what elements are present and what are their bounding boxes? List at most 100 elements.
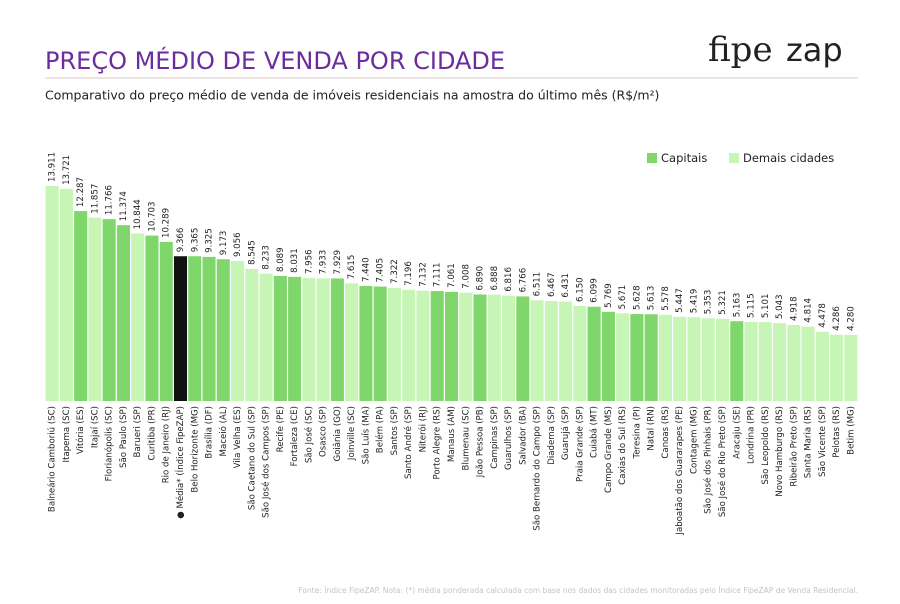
x-tick-label: Vila Velha (ES) xyxy=(233,406,243,468)
x-tick-label: São Bernardo do Campo (SP) xyxy=(533,406,543,531)
value-label: 11.857 xyxy=(90,184,100,214)
value-label: 9.056 xyxy=(233,232,243,257)
bar xyxy=(601,311,615,401)
x-tick-label: Itajaí (SC) xyxy=(90,406,100,448)
bar xyxy=(188,256,202,401)
x-tick-label: Rio de Janeiro (RJ) xyxy=(162,406,172,483)
bar xyxy=(630,314,644,401)
value-label: 9.365 xyxy=(190,228,200,253)
value-label: 5.769 xyxy=(604,283,614,308)
x-tick-label: Caxias do Sul (RS) xyxy=(618,406,628,485)
value-label: 6.511 xyxy=(533,272,543,297)
x-tick-label: Santos (SP) xyxy=(390,406,400,455)
value-label: 10.289 xyxy=(162,208,172,238)
bar xyxy=(402,289,416,401)
x-tick-label: Santa Maria (RS) xyxy=(804,406,814,478)
x-tick-label: Manaus (AM) xyxy=(447,406,457,462)
bar xyxy=(444,291,459,401)
bar xyxy=(459,292,473,401)
x-tick-label: São José (SC) xyxy=(303,406,314,463)
x-tick-label: Blumenau (SC) xyxy=(461,406,471,470)
x-tick-label: Vitória (ES) xyxy=(75,406,86,454)
value-label: 8.031 xyxy=(290,248,300,273)
bar xyxy=(330,278,344,401)
x-tick-label: ● Média* (Índice FipeZAP) xyxy=(174,406,186,519)
x-tick-label: Curitiba (PR) xyxy=(147,406,157,460)
bar xyxy=(131,233,145,401)
bar xyxy=(430,291,444,401)
bar xyxy=(159,241,173,401)
footnote: Fonte: Índice FipeZAP. Nota: (*) média p… xyxy=(298,586,858,595)
chart-subtitle: Comparativo do preço médio de venda de i… xyxy=(45,88,659,103)
bar xyxy=(345,283,359,401)
x-tick-label: Recife (PE) xyxy=(276,406,286,452)
bar xyxy=(559,301,573,401)
value-label: 10.844 xyxy=(133,199,143,229)
bar xyxy=(173,256,188,401)
value-label: 4.478 xyxy=(818,303,828,328)
value-label: 5.419 xyxy=(689,289,699,314)
value-label: 5.671 xyxy=(618,285,628,310)
x-tick-label: Jaboatão dos Guararapes (PE) xyxy=(675,406,685,536)
value-label: 5.447 xyxy=(675,288,685,313)
bar xyxy=(502,295,516,401)
value-label: 5.613 xyxy=(647,286,657,311)
x-tick-label: Cuiabá (MT) xyxy=(590,406,600,458)
bar xyxy=(245,268,259,401)
bar xyxy=(116,225,130,401)
bar xyxy=(102,219,116,401)
bar xyxy=(801,326,815,401)
x-tick-label: Londrina (PR) xyxy=(747,406,757,464)
x-tick-label: João Pessoa (PB) xyxy=(476,406,486,478)
value-label: 11.374 xyxy=(119,191,129,221)
x-tick-label: Natal (RN) xyxy=(647,406,657,451)
bar xyxy=(744,321,758,401)
x-tick-label: Campinas (SP) xyxy=(490,406,500,469)
bar xyxy=(416,290,430,401)
x-tick-label: Santo André (SP) xyxy=(403,406,414,479)
chart-title: PREÇO MÉDIO DE VENDA POR CIDADE xyxy=(45,46,505,75)
value-label: 4.280 xyxy=(846,306,856,331)
value-label: 9.366 xyxy=(176,228,186,253)
bar xyxy=(787,324,801,401)
bar xyxy=(288,276,302,401)
bar xyxy=(830,334,844,401)
legend-swatch xyxy=(729,153,739,163)
bar xyxy=(844,334,858,401)
logo-zap: zap xyxy=(786,31,843,69)
x-tick-label: Guarulhos (SP) xyxy=(504,406,514,470)
value-label: 5.043 xyxy=(775,294,785,319)
bar xyxy=(302,278,316,401)
x-tick-label: Contagem (MG) xyxy=(689,406,699,474)
x-tick-label: Brasília (DF) xyxy=(205,406,215,459)
value-label: 5.353 xyxy=(704,290,714,315)
bar xyxy=(359,286,373,401)
value-label: 7.933 xyxy=(319,250,329,275)
value-label: 7.929 xyxy=(333,250,343,275)
value-label: 10.703 xyxy=(147,202,157,232)
x-tick-label: Novo Hamburgo (RS) xyxy=(775,406,785,497)
bar xyxy=(573,305,587,401)
x-tick-label: Fortaleza (CE) xyxy=(290,406,300,466)
x-tick-label: Teresina (PI) xyxy=(632,406,642,459)
x-tick-label: Belo Horizonte (MG) xyxy=(190,406,200,493)
x-tick-label: Florianópolis (SC) xyxy=(104,406,115,481)
x-tick-label: Pelotas (RS) xyxy=(832,406,842,458)
x-tick-label: Barueri (SP) xyxy=(133,406,143,457)
value-label: 5.115 xyxy=(747,293,757,318)
value-label: 7.440 xyxy=(361,257,371,282)
bar xyxy=(473,294,487,401)
bar xyxy=(88,217,102,401)
value-label: 5.101 xyxy=(761,294,771,319)
bar xyxy=(644,314,658,401)
value-label: 7.405 xyxy=(376,258,386,283)
bar xyxy=(259,273,273,401)
x-tick-label: Osasco (SP) xyxy=(319,406,329,457)
bar xyxy=(730,321,744,401)
x-tick-label: Joinville (SC) xyxy=(347,406,357,461)
value-label: 6.766 xyxy=(518,268,528,293)
x-tick-label: Ribeirão Preto (SP) xyxy=(789,406,799,487)
x-tick-label: Campo Grande (MS) xyxy=(604,406,614,493)
x-tick-label: Porto Alegre (RS) xyxy=(433,406,443,480)
